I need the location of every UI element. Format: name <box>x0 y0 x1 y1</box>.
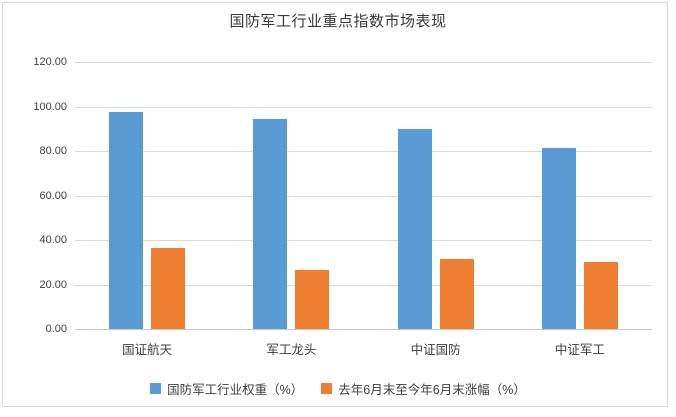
legend-item-series2: 去年6月末至今年6月末涨幅（%） <box>321 379 526 398</box>
bar-series2-中证军工 <box>583 262 618 329</box>
y-tick-label: 100.00 <box>33 100 67 113</box>
bar-series1-中证国防 <box>397 128 432 329</box>
x-tick-label: 中证国防 <box>410 343 461 357</box>
y-axis: 0.00 20.00 40.00 60.00 80.00 100.00 120.00 <box>0 56 67 335</box>
y-tick-label: 0.00 <box>45 323 67 335</box>
gridline-y-60 <box>75 195 652 197</box>
gridline-y-100 <box>75 106 652 108</box>
bar-series1-中证军工 <box>541 147 576 329</box>
x-tick-label: 军工龙头 <box>266 343 317 357</box>
legend-label: 国防军工行业权重（%） <box>167 382 304 397</box>
gridline-y-80 <box>75 151 652 152</box>
legend-item-series1: 国防军工行业权重（%） <box>150 379 303 398</box>
legend-marker-icon <box>321 382 333 394</box>
gridline-y-120 <box>75 62 652 63</box>
gridline-y-40 <box>75 240 652 241</box>
bar-series2-国证航天 <box>151 247 186 329</box>
gridline-y-20 <box>75 284 652 286</box>
plot-area <box>75 62 652 330</box>
chart-title: 国防军工行业重点指数市场表现 <box>229 13 447 30</box>
y-tick-label: 40.00 <box>39 234 67 246</box>
legend: 国防军工行业权重（%） 去年6月末至今年6月末涨幅（%） <box>0 377 676 399</box>
x-axis: 国证航天 军工龙头 中证国防 中证军工 <box>75 339 652 359</box>
x-tick-label: 中证军工 <box>554 343 605 357</box>
bar-series1-国证航天 <box>109 111 144 329</box>
bar-series2-军工龙头 <box>295 269 330 329</box>
y-tick-label: 20.00 <box>39 278 67 291</box>
y-tick-label: 120.00 <box>33 56 67 68</box>
legend-label: 去年6月末至今年6月末涨幅（%） <box>338 382 526 397</box>
legend-marker-icon <box>150 382 162 394</box>
bar-series2-中证国防 <box>439 259 474 329</box>
bar-series1-军工龙头 <box>253 118 288 329</box>
x-tick-label: 国证航天 <box>122 343 173 357</box>
y-tick-label: 80.00 <box>39 145 67 157</box>
y-tick-label: 60.00 <box>39 189 67 202</box>
